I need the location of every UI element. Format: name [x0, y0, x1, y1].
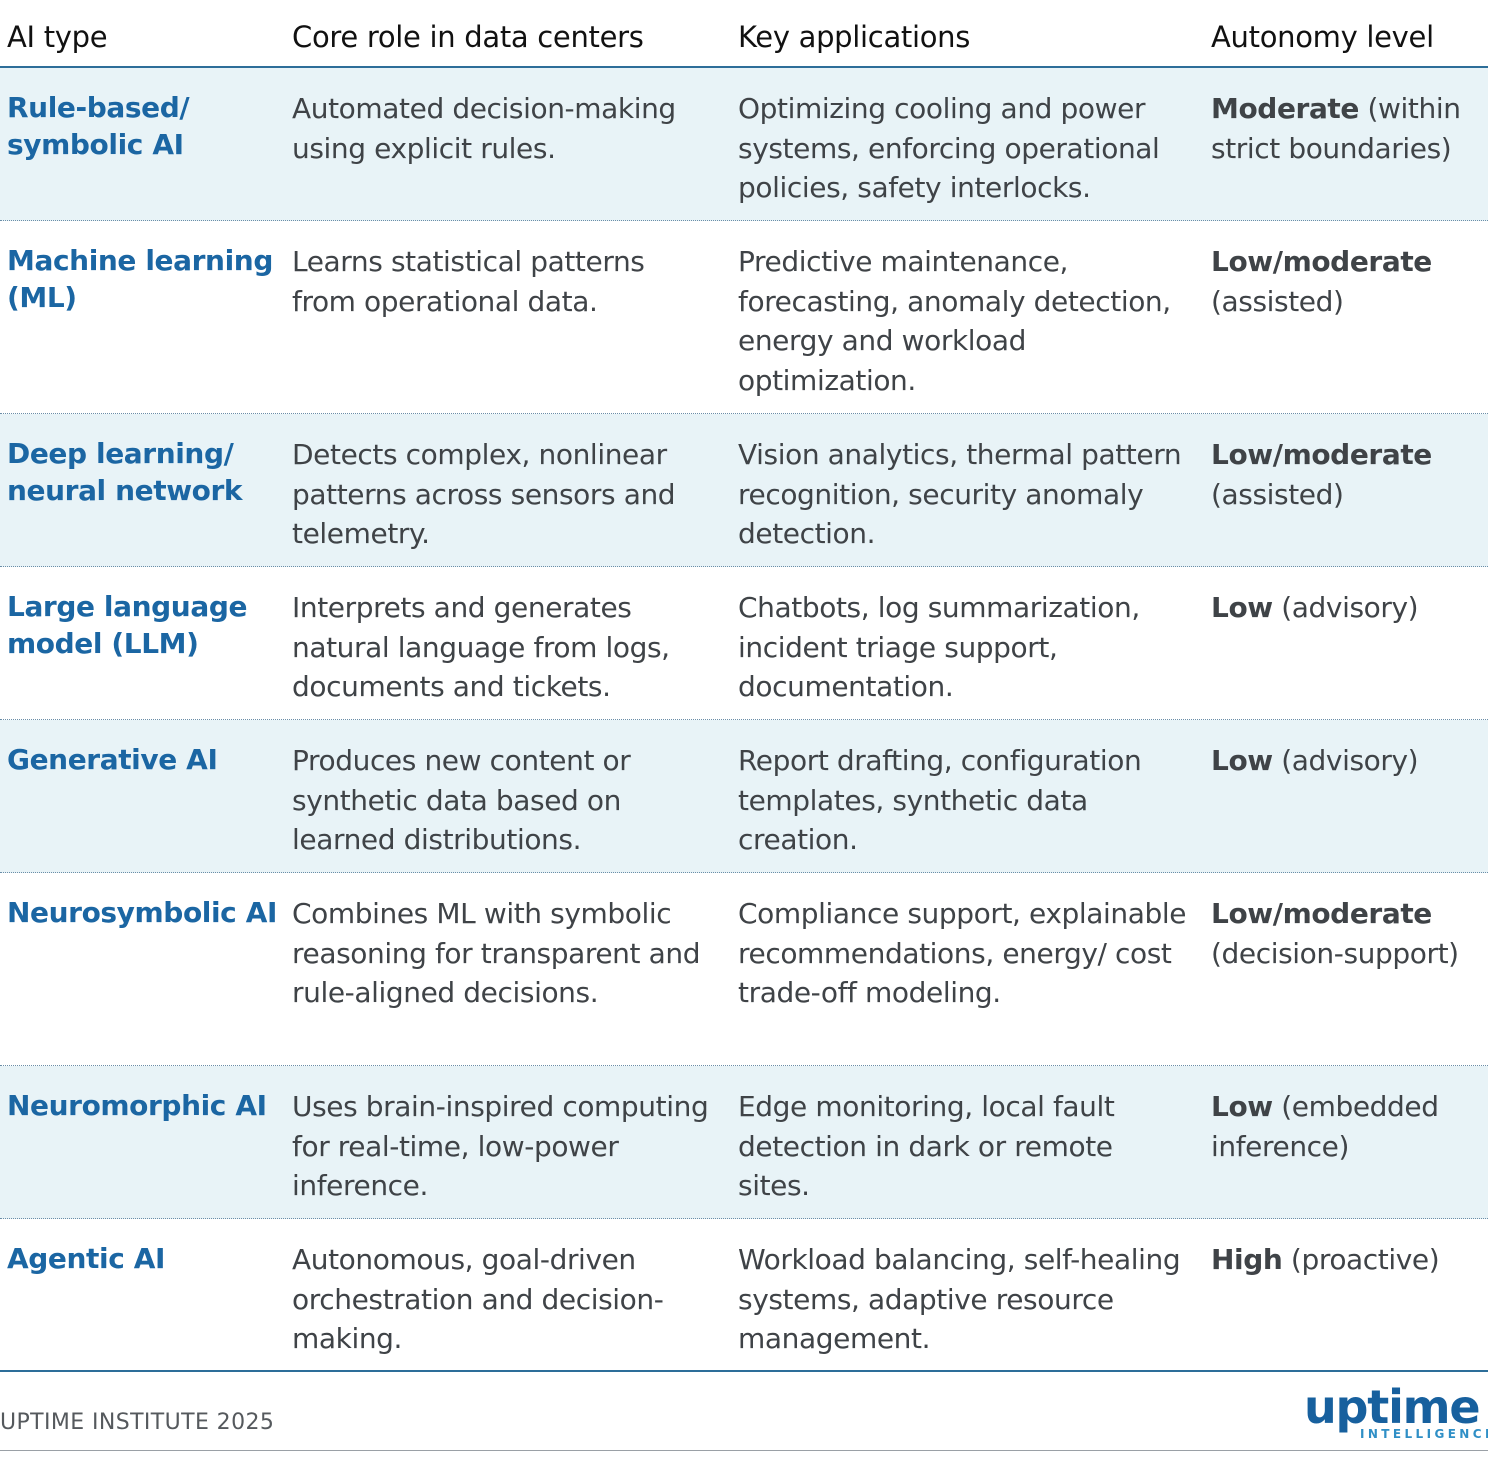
source-credit: UPTIME INSTITUTE 2025	[0, 1410, 275, 1435]
autonomy-note: (within strict boundaries)	[1211, 92, 1461, 165]
logo-subtitle: INTELLIGENCE	[1360, 1427, 1488, 1441]
autonomy-cell: Low/moderate (assisted)	[1211, 242, 1483, 321]
table-row: Machine learning (ML) Learns statistical…	[0, 221, 1488, 414]
autonomy-cell: High (proactive)	[1211, 1240, 1483, 1280]
autonomy-cell: Low (embedded inference)	[1211, 1087, 1483, 1166]
ai-type-cell: Large language model (LLM)	[7, 590, 248, 660]
key-applications-cell: Vision analytics, thermal pattern recogn…	[738, 438, 1182, 550]
table-row: Agentic AI Autonomous, goal-driven orche…	[0, 1219, 1488, 1372]
autonomy-level: Moderate	[1211, 92, 1360, 125]
autonomy-level: Low/moderate	[1211, 438, 1432, 471]
bottom-divider	[0, 1450, 1488, 1451]
key-applications-cell: Workload balancing, self-healing systems…	[738, 1243, 1181, 1355]
ai-type-cell: Neurosymbolic AI	[7, 896, 278, 929]
autonomy-level: Low	[1211, 744, 1273, 777]
autonomy-level: Low	[1211, 1090, 1273, 1123]
core-role-cell: Interprets and generates natural languag…	[292, 591, 670, 703]
ai-type-cell: Machine learning (ML)	[7, 244, 273, 314]
header-key-applications: Key applications	[738, 20, 971, 54]
autonomy-level: High	[1211, 1243, 1283, 1276]
autonomy-cell: Low (advisory)	[1211, 588, 1483, 628]
table-header: AI type Core role in data centers Key ap…	[0, 0, 1488, 68]
core-role-cell: Uses brain-inspired computing for real-t…	[292, 1090, 709, 1202]
autonomy-level: Low	[1211, 591, 1273, 624]
ai-type-cell: Rule-based/ symbolic AI	[7, 91, 190, 161]
ai-type-cell: Deep learning/ neural network	[7, 437, 243, 507]
autonomy-note: (advisory)	[1272, 744, 1419, 777]
table-row: Neurosymbolic AI Combines ML with symbol…	[0, 873, 1488, 1066]
table-row: Generative AI Produces new content or sy…	[0, 720, 1488, 873]
table-row: Neuromorphic AI Uses brain-inspired comp…	[0, 1066, 1488, 1219]
autonomy-level: Low/moderate	[1211, 245, 1432, 278]
core-role-cell: Detects complex, nonlinear patterns acro…	[292, 438, 676, 550]
autonomy-cell: Low/moderate (decision-support)	[1211, 894, 1483, 973]
core-role-cell: Automated decision-making using explicit…	[292, 92, 676, 165]
autonomy-note: (assisted)	[1211, 477, 1344, 511]
core-role-cell: Learns statistical patterns from operati…	[292, 245, 645, 318]
ai-type-cell: Neuromorphic AI	[7, 1089, 267, 1122]
key-applications-cell: Compliance support, explainable recommen…	[738, 897, 1187, 1009]
autonomy-cell: Low/moderate (assisted)	[1211, 435, 1483, 514]
ai-types-table: AI type Core role in data centers Key ap…	[0, 0, 1488, 1372]
autonomy-note: (assisted)	[1211, 284, 1344, 318]
header-ai-type: AI type	[7, 20, 108, 54]
key-applications-cell: Report drafting, configuration templates…	[738, 744, 1142, 856]
logo-wordmark: uptime	[1304, 1380, 1481, 1434]
autonomy-cell: Low (advisory)	[1211, 741, 1483, 781]
ai-type-cell: Generative AI	[7, 743, 218, 776]
header-core-role: Core role in data centers	[292, 20, 644, 54]
header-autonomy-level: Autonomy level	[1211, 20, 1434, 54]
autonomy-note: (decision-support)	[1211, 936, 1459, 970]
core-role-cell: Combines ML with symbolic reasoning for …	[292, 897, 701, 1009]
autonomy-cell: Moderate (within strict boundaries)	[1211, 89, 1483, 168]
autonomy-level: Low/moderate	[1211, 897, 1432, 930]
key-applications-cell: Predictive maintenance, forecasting, ano…	[738, 245, 1171, 397]
ai-type-cell: Agentic AI	[7, 1242, 166, 1275]
table-row: Large language model (LLM) Interprets an…	[0, 567, 1488, 720]
autonomy-note: (proactive)	[1282, 1243, 1440, 1276]
autonomy-note: (embedded inference)	[1211, 1090, 1439, 1163]
table-row: Rule-based/ symbolic AI Automated decisi…	[0, 68, 1488, 221]
autonomy-note: (advisory)	[1272, 591, 1419, 624]
core-role-cell: Produces new content or synthetic data b…	[292, 744, 631, 856]
key-applications-cell: Optimizing cooling and power systems, en…	[738, 92, 1160, 204]
key-applications-cell: Edge monitoring, local fault detection i…	[738, 1090, 1115, 1202]
key-applications-cell: Chatbots, log summarization, incident tr…	[738, 591, 1140, 703]
core-role-cell: Autonomous, goal-driven orchestration an…	[292, 1243, 664, 1355]
uptime-intelligence-logo: uptime INTELLIGENCE	[1300, 1382, 1488, 1448]
table-row: Deep learning/ neural network Detects co…	[0, 414, 1488, 567]
